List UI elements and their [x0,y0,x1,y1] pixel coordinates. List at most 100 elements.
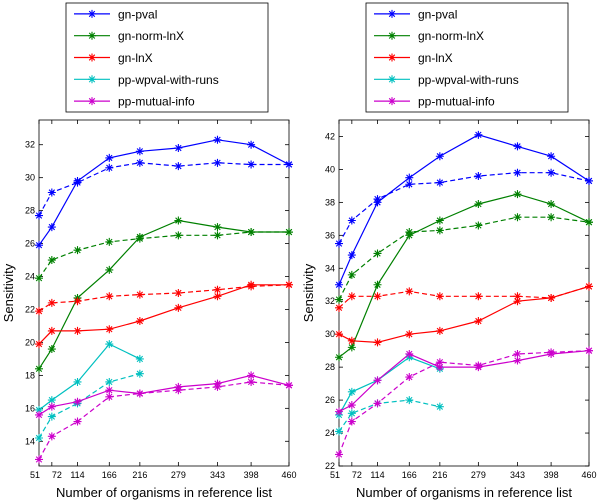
data-point-gn-lnx [347,292,356,301]
data-point-pp-wpval-with-runs [135,354,144,363]
data-point-gn-pval [547,152,556,161]
data-point-gn-norm-lnx [247,228,256,237]
data-point-gn-norm-lnx [513,190,522,199]
axes-box [338,119,590,467]
data-point-gn-norm-lnx [105,265,114,274]
data-point-gn-lnx [347,336,356,345]
legend-label-pp-mutual-info: pp-mutual-info [118,95,195,109]
data-point-gn-lnx [47,326,56,335]
y-tick-label: 20 [25,337,35,347]
data-point-gn-pval [347,251,356,260]
y-tick-label: 34 [325,263,335,273]
y-tick-label: 38 [325,197,335,207]
legend-marker-gn-lnx [388,53,396,62]
data-point-gn-lnx [174,303,183,312]
data-point-gn-norm-lnx [335,353,343,362]
data-point-pp-wpval-with-runs [47,412,56,421]
series-line-gn-lnx-dashed [38,284,290,312]
data-point-gn-lnx [73,326,82,335]
data-point-gn-pval [47,223,56,232]
data-point-gn-lnx [405,287,414,296]
data-point-gn-norm-lnx [347,343,356,352]
data-point-gn-pval [73,178,82,187]
data-point-gn-norm-lnx [47,345,56,354]
data-point-pp-wpval-with-runs [105,377,114,386]
legend-marker-gn-pval [88,9,96,18]
y-tick-label: 22 [25,304,35,314]
x-tick-label: 343 [510,470,525,480]
legend-label-gn-norm-lnx: gn-norm-lnX [418,29,484,43]
y-tick-label: 22 [325,461,335,471]
data-point-gn-pval [213,158,222,167]
legend-marker-gn-norm-lnx [88,31,96,40]
legend-marker-pp-wpval-with-runs [88,75,96,84]
x-tick-label: 279 [171,470,186,480]
data-point-gn-lnx [174,289,183,297]
x-tick-label: 460 [281,470,296,480]
data-point-gn-norm-lnx [547,213,556,222]
data-point-gn-lnx [474,292,483,301]
data-point-gn-lnx [35,340,43,349]
data-point-pp-mutual-info [174,386,183,395]
data-point-gn-lnx [373,338,382,347]
data-point-gn-lnx [35,307,43,316]
x-tick-label: 216 [432,470,447,480]
data-point-pp-mutual-info [247,371,256,380]
data-point-gn-pval [35,211,43,220]
data-point-pp-wpval-with-runs [135,369,144,378]
data-point-gn-lnx [435,326,444,335]
series-line-pp-wpval-with-runs-dashed [38,373,141,439]
y-axis-label: Sensitivity [301,263,316,322]
data-point-gn-pval [335,239,343,248]
data-point-pp-mutual-info [405,373,414,382]
y-tick-label: 26 [325,395,335,405]
data-point-gn-lnx [335,330,343,339]
y-tick-label: 28 [25,206,35,216]
series-line-gn-lnx-solid [38,284,289,345]
data-point-gn-lnx [405,330,414,339]
legend-marker-pp-mutual-info [88,97,96,106]
data-point-gn-norm-lnx [435,216,444,225]
x-tick-label: 216 [132,470,147,480]
data-point-gn-norm-lnx [547,200,556,209]
data-point-pp-mutual-info [405,349,414,358]
data-point-gn-pval [285,160,293,169]
data-point-gn-pval [174,162,183,171]
data-point-pp-mutual-info [213,382,222,391]
left-chart-panel: 14 16 18 20 22 24 26 28 30 32 51 72 114 166 216 279 343 3… [1,2,297,500]
series-line-gn-pval-dashed [338,172,590,244]
x-tick-label: 114 [70,470,84,480]
legend-marker-gn-pval [388,9,396,18]
x-tick-label: 51 [330,470,340,480]
series-line-gn-norm-lnx-dashed [38,231,289,279]
legend-label-gn-pval: gn-pval [118,7,157,21]
data-point-gn-lnx [585,282,593,291]
y-tick-label: 28 [325,362,335,372]
y-tick-label: 40 [325,164,335,174]
data-point-gn-lnx [213,285,222,294]
data-point-gn-lnx [435,292,444,301]
series-line-pp-wpval-with-runs-solid [338,356,441,416]
data-point-gn-norm-lnx [474,221,483,230]
data-point-gn-norm-lnx [405,228,414,237]
data-point-pp-mutual-info [335,450,343,459]
data-point-gn-norm-lnx [347,270,356,279]
data-point-gn-norm-lnx [213,231,222,240]
data-point-pp-wpval-with-runs [47,396,56,405]
data-point-gn-norm-lnx [474,200,483,209]
data-point-gn-lnx [474,317,483,326]
data-point-gn-pval [105,153,114,162]
data-point-pp-mutual-info [585,346,593,355]
data-point-pp-mutual-info [373,399,382,408]
data-point-pp-mutual-info [435,358,444,367]
data-point-gn-pval [174,144,183,153]
data-point-gn-lnx [47,298,56,307]
y-tick-label: 18 [25,370,35,380]
data-point-gn-pval [35,241,43,250]
data-point-pp-mutual-info [435,363,444,372]
data-point-pp-mutual-info [513,349,522,358]
legend-marker-pp-mutual-info [388,97,396,106]
data-point-pp-mutual-info [73,417,82,426]
data-point-gn-norm-lnx [585,218,593,227]
